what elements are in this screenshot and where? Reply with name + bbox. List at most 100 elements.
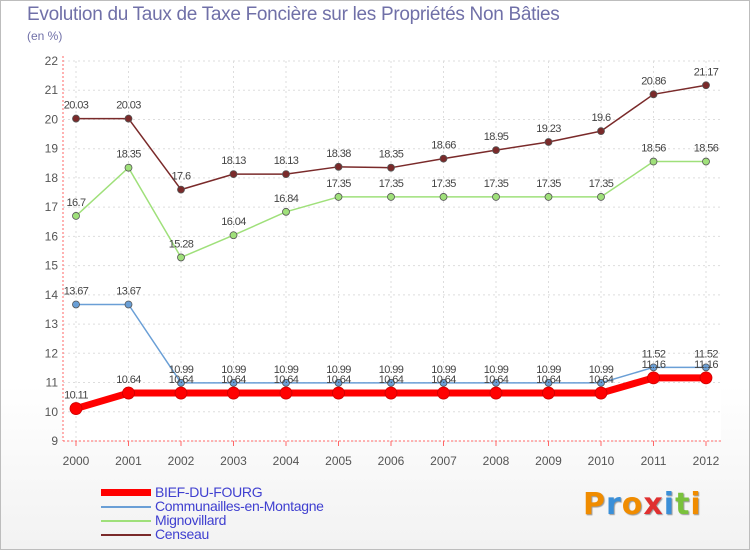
logo-letter: i bbox=[663, 487, 676, 522]
data-point bbox=[177, 378, 185, 387]
data-label: 10.64 bbox=[326, 374, 351, 386]
data-label: 11.16 bbox=[642, 359, 666, 371]
data-label: 10.99 bbox=[169, 364, 194, 376]
data-point bbox=[439, 378, 448, 387]
data-label: 16.04 bbox=[221, 216, 246, 228]
y-axis-unit-label: (en %) bbox=[27, 29, 63, 43]
data-label: 18.38 bbox=[326, 148, 351, 160]
data-label: 10.99 bbox=[431, 364, 456, 376]
x-tick-label: 2010 bbox=[588, 454, 615, 468]
data-label: 13.67 bbox=[64, 285, 89, 297]
data-point bbox=[594, 386, 608, 400]
logo-letter: P bbox=[583, 487, 606, 522]
data-label: 10.99 bbox=[379, 364, 404, 376]
data-point bbox=[439, 193, 448, 201]
data-label: 19.23 bbox=[536, 123, 561, 135]
data-point bbox=[702, 157, 710, 166]
x-tick-label: 2005 bbox=[325, 454, 352, 468]
legend-label: Communailles-en-Montagne bbox=[155, 498, 324, 514]
logo-letter: r bbox=[606, 487, 622, 522]
y-tick-label: 19 bbox=[45, 142, 59, 156]
data-label: 16.7 bbox=[66, 197, 85, 209]
data-point bbox=[124, 163, 133, 172]
data-point bbox=[649, 363, 658, 372]
data-point bbox=[597, 193, 605, 201]
data-label: 16.84 bbox=[274, 193, 299, 205]
data-label: 17.35 bbox=[536, 178, 561, 190]
data-point bbox=[229, 378, 238, 387]
data-label: 11.52 bbox=[642, 348, 666, 360]
y-tick-label: 15 bbox=[45, 259, 59, 273]
data-label: 13.67 bbox=[116, 285, 141, 297]
x-tick-label: 2007 bbox=[430, 454, 457, 468]
data-label: 17.35 bbox=[589, 178, 614, 190]
logo-letter: x bbox=[643, 487, 664, 522]
logo-letter: i bbox=[690, 487, 702, 522]
data-point bbox=[437, 386, 450, 400]
data-point bbox=[649, 90, 658, 99]
data-point bbox=[699, 371, 713, 385]
chart-title: Evolution du Taux de Taxe Foncière sur l… bbox=[27, 4, 560, 25]
data-point bbox=[174, 386, 188, 400]
legend-swatch bbox=[101, 534, 151, 536]
x-tick-label: 2006 bbox=[378, 454, 405, 468]
data-point bbox=[492, 193, 500, 201]
data-point bbox=[542, 386, 555, 400]
data-label: 21.17 bbox=[694, 66, 719, 78]
data-label: 10.64 bbox=[536, 374, 561, 386]
data-point bbox=[439, 154, 448, 163]
logo-letter: t bbox=[675, 487, 691, 522]
data-point bbox=[489, 386, 503, 400]
x-tick-label: 2008 bbox=[483, 454, 510, 468]
data-point bbox=[282, 170, 290, 179]
data-label: 18.56 bbox=[694, 143, 719, 155]
legend-swatch bbox=[101, 489, 151, 496]
data-point bbox=[647, 371, 660, 385]
y-tick-label: 11 bbox=[46, 376, 59, 390]
data-label: 18.13 bbox=[274, 155, 299, 167]
data-label: 10.99 bbox=[536, 364, 561, 376]
data-point bbox=[229, 170, 238, 179]
legend-swatch bbox=[101, 506, 151, 508]
data-point bbox=[282, 207, 290, 216]
y-tick-label: 12 bbox=[45, 346, 59, 360]
data-label: 10.64 bbox=[221, 374, 246, 386]
data-label: 17.35 bbox=[379, 178, 404, 190]
data-label: 18.35 bbox=[116, 149, 141, 161]
data-point bbox=[492, 146, 500, 155]
y-tick-label: 13 bbox=[45, 317, 59, 331]
data-label: 18.35 bbox=[379, 149, 404, 161]
y-tick-label: 9 bbox=[51, 434, 58, 448]
x-tick-label: 2004 bbox=[273, 454, 300, 468]
data-label: 10.64 bbox=[589, 374, 614, 386]
data-label: 18.56 bbox=[641, 143, 666, 155]
data-point bbox=[122, 386, 135, 400]
legend-swatch bbox=[101, 520, 151, 522]
data-point bbox=[384, 386, 398, 400]
data-point bbox=[72, 114, 80, 123]
data-label: 18.66 bbox=[431, 140, 456, 152]
data-label: 18.13 bbox=[221, 155, 246, 167]
data-label: 17.35 bbox=[326, 178, 351, 190]
data-point bbox=[702, 363, 710, 372]
data-point bbox=[72, 212, 80, 220]
x-tick-label: 2002 bbox=[168, 454, 195, 468]
data-label: 10.99 bbox=[274, 364, 299, 376]
data-label: 10.64 bbox=[379, 374, 404, 386]
data-label: 10.99 bbox=[221, 364, 246, 376]
x-tick-label: 2001 bbox=[115, 454, 142, 468]
proxiti-logo: Proxiti bbox=[583, 487, 702, 522]
data-point bbox=[229, 231, 238, 240]
data-point bbox=[702, 81, 710, 90]
data-label: 10.64 bbox=[484, 374, 509, 386]
data-point bbox=[492, 378, 500, 387]
data-point bbox=[649, 157, 658, 166]
data-label: 15.28 bbox=[169, 238, 194, 250]
data-point bbox=[124, 300, 133, 309]
data-point bbox=[544, 378, 553, 387]
data-point bbox=[177, 185, 185, 194]
y-tick-label: 14 bbox=[45, 288, 59, 302]
data-point bbox=[334, 378, 343, 387]
